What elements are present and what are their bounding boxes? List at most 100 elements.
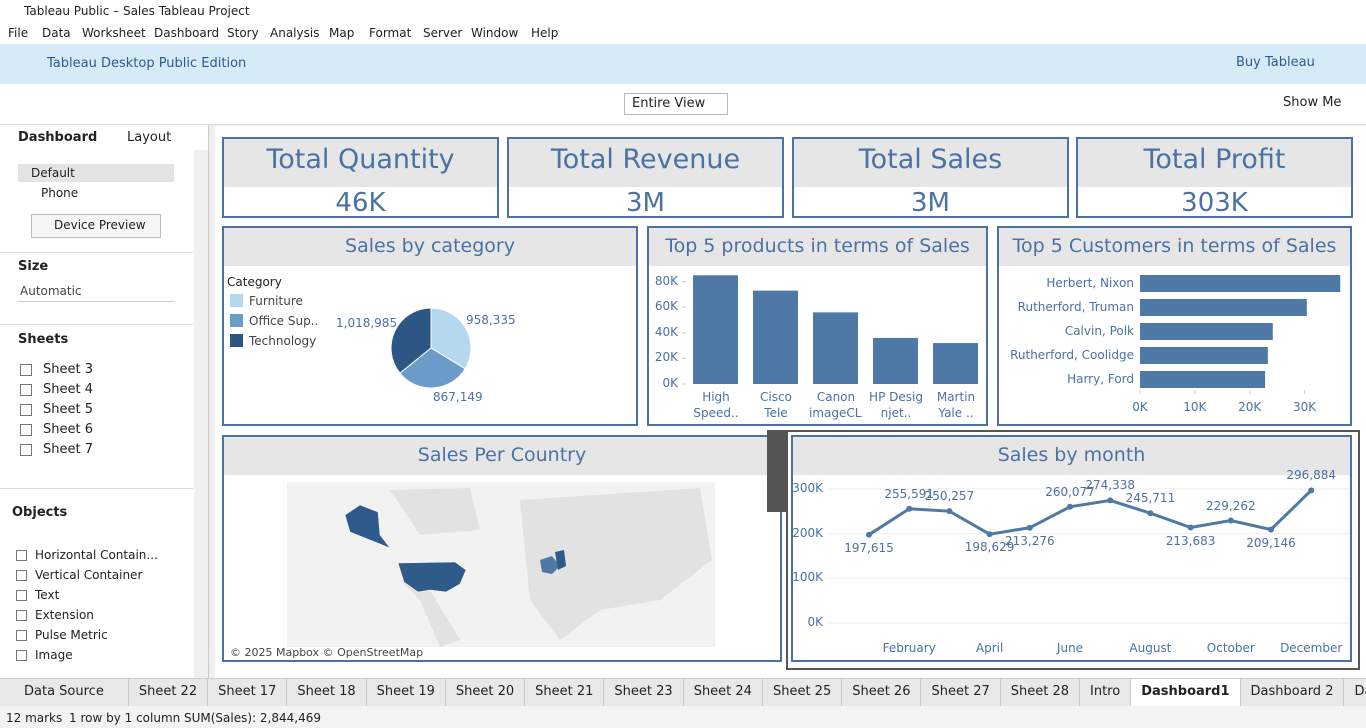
chart-title: Top 5 Customers in terms of Sales <box>1012 235 1337 257</box>
status-text: 1 row by 1 column <box>69 711 181 725</box>
chart-title: Top 5 products in terms of Sales <box>665 235 970 257</box>
separator <box>0 252 193 253</box>
value-label: 958,335 <box>466 313 516 327</box>
menu-item[interactable]: Story <box>227 26 259 40</box>
value-label: 1,018,985 <box>336 316 398 330</box>
sheet-icon <box>20 424 32 436</box>
sheet-item[interactable]: Sheet 5 <box>43 402 93 417</box>
heading: Size <box>18 259 49 274</box>
object-item[interactable]: Extension <box>35 608 94 622</box>
kpi-title: Total Revenue <box>550 144 741 175</box>
sheet-tab[interactable]: Dashboard 2 <box>1241 679 1345 706</box>
sheet-tab[interactable]: Dashboard 3 <box>1344 679 1366 706</box>
kpi-header <box>1078 139 1351 187</box>
x-tick-label: 30K <box>1293 400 1317 414</box>
device-preview-button[interactable] <box>31 214 161 238</box>
value-label: 229,262 <box>1205 498 1256 513</box>
menu-item[interactable]: Map <box>329 26 355 40</box>
sheet-tab[interactable]: Sheet 26 <box>842 679 922 706</box>
menu-item[interactable]: Window <box>471 26 519 40</box>
sheet-tab[interactable]: Intro <box>1080 679 1132 706</box>
status-text: SUM(Sales): 2,844,469 <box>184 711 321 725</box>
object-item[interactable]: Vertical Container <box>35 568 143 582</box>
sheet-tab[interactable]: Sheet 18 <box>287 679 367 706</box>
bar <box>1140 347 1268 364</box>
sheet-tab[interactable]: Sheet 27 <box>921 679 1001 706</box>
sheet-item[interactable]: Sheet 6 <box>43 422 93 437</box>
object-item[interactable]: Pulse Metric <box>35 628 108 642</box>
device-selected <box>18 164 174 182</box>
kpi-header <box>794 139 1067 187</box>
sheet-tab[interactable]: Sheet 28 <box>1001 679 1081 706</box>
x-tick-label: April <box>975 641 1004 655</box>
x-tick-label: Cisco Tele Presenc.. <box>760 390 792 420</box>
menu-item[interactable]: File <box>8 26 29 40</box>
window-title: Tableau Public – Sales Tableau Project <box>24 4 250 18</box>
show-me[interactable]: Show Me <box>1283 95 1342 110</box>
legend-swatch <box>230 334 243 347</box>
menu-item[interactable]: Server <box>423 26 463 40</box>
sheet-item[interactable]: Sheet 3 <box>43 362 93 377</box>
x-tick-label: October <box>1206 641 1255 655</box>
value-label: 198,629 <box>964 540 1015 555</box>
legend-swatch <box>230 314 243 327</box>
y-tick-label: 60K <box>654 299 678 314</box>
sheet-tab[interactable]: Sheet 20 <box>446 679 526 706</box>
sheet-tab[interactable]: Sheet 22 <box>129 679 209 706</box>
object-item[interactable]: Image <box>35 648 73 662</box>
legend-label: Furniture <box>249 294 303 308</box>
y-tick-label: 300K <box>792 480 823 495</box>
buy-link[interactable]: Buy Tableau <box>1236 55 1315 70</box>
menu-item[interactable]: Worksheet <box>82 26 146 40</box>
fit-label[interactable]: Entire View <box>632 96 706 111</box>
point <box>1067 503 1073 510</box>
object-icon <box>16 630 27 641</box>
point <box>1147 510 1154 517</box>
value-label: 867,149 <box>433 390 483 404</box>
legend-label: Office Sup.. <box>249 314 319 328</box>
device[interactable]: Default <box>31 166 75 180</box>
value-label: 213,683 <box>1165 533 1216 548</box>
menu-item[interactable]: Dashboard <box>154 26 220 40</box>
object-item[interactable]: Horizontal Contain... <box>35 548 158 562</box>
point <box>1026 524 1033 531</box>
sheet-tab[interactable]: Sheet 17 <box>208 679 288 706</box>
fit-dropdown[interactable] <box>624 93 728 115</box>
kpi-title: Total Profit <box>1143 144 1286 175</box>
value-label: 250,257 <box>924 489 975 504</box>
sheet-tab[interactable]: Data Source <box>0 679 129 706</box>
sheet-tab[interactable]: Sheet 19 <box>367 679 446 706</box>
kpi-value: 3M <box>911 188 950 218</box>
device[interactable]: Phone <box>41 186 79 200</box>
pie-slice <box>390 307 432 374</box>
value-label: 245,711 <box>1125 491 1176 506</box>
y-tick-label: Rutherford, Coolidge <box>1010 348 1134 362</box>
sheet-item[interactable]: Sheet 7 <box>43 442 93 457</box>
heading: Sheets <box>18 332 69 347</box>
x-tick-label: December <box>1280 641 1343 655</box>
sidebar-tab[interactable]: Layout <box>127 130 172 145</box>
menu-item[interactable]: Analysis <box>270 26 320 40</box>
object-icon <box>16 550 27 561</box>
chart-title: Sales Per Country <box>417 444 587 466</box>
sheet-tab[interactable]: Sheet 25 <box>763 679 843 706</box>
size-select[interactable] <box>18 283 174 302</box>
menu-item[interactable]: Help <box>531 26 559 40</box>
sidebar-tab[interactable]: Dashboard <box>18 130 98 145</box>
map-land <box>520 488 712 640</box>
object-icon <box>16 610 27 621</box>
sheet-tab[interactable]: Sheet 21 <box>525 679 605 706</box>
sheet-tab[interactable]: Sheet 23 <box>604 679 684 706</box>
sheet-tab[interactable]: Dashboard1 <box>1131 679 1241 706</box>
size-value[interactable]: Automatic <box>20 284 82 298</box>
sheet-item[interactable]: Sheet 4 <box>43 382 93 397</box>
map-region <box>397 561 467 593</box>
sheet-tab[interactable]: Sheet 24 <box>684 679 763 706</box>
value-label: 296,884 <box>1286 468 1336 483</box>
banner-text: Tableau Desktop Public Edition <box>47 56 247 71</box>
menu-item[interactable]: Data <box>42 26 71 40</box>
menu-item[interactable]: Format <box>369 26 412 40</box>
map-region <box>555 550 566 570</box>
object-item[interactable]: Text <box>35 588 60 602</box>
